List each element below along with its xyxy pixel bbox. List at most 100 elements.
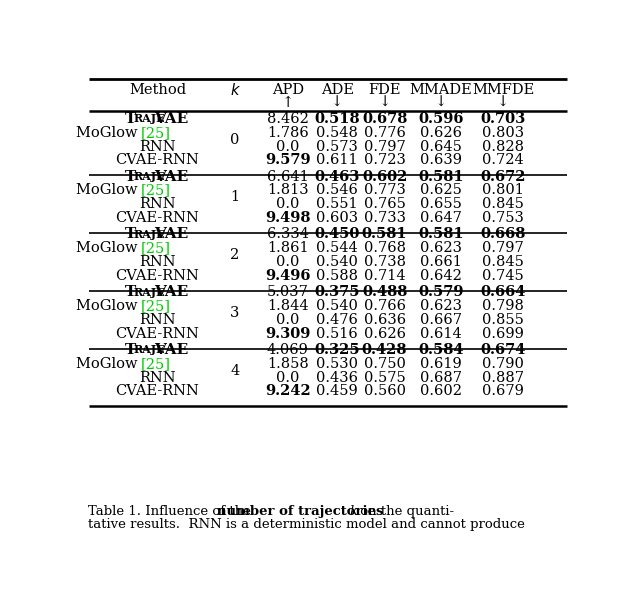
Text: VAE: VAE [154, 169, 189, 183]
Text: 0.639: 0.639 [420, 154, 462, 168]
Text: 0.325: 0.325 [314, 343, 360, 357]
Text: [25]: [25] [140, 183, 170, 197]
Text: ↓: ↓ [435, 96, 447, 110]
Text: 0.636: 0.636 [364, 313, 406, 327]
Text: 0.463: 0.463 [315, 169, 360, 183]
Text: 8.462: 8.462 [267, 112, 308, 126]
Text: 0.619: 0.619 [420, 357, 462, 371]
Text: RNN: RNN [139, 140, 176, 154]
Text: 0.703: 0.703 [481, 112, 526, 126]
Text: 0.544: 0.544 [316, 241, 358, 255]
Text: 0.0: 0.0 [276, 140, 300, 154]
Text: 1.844: 1.844 [267, 299, 308, 313]
Text: RAJE: RAJE [134, 171, 165, 182]
Text: 0.645: 0.645 [420, 140, 462, 154]
Text: on the quanti-: on the quanti- [356, 505, 454, 518]
Text: 0.588: 0.588 [316, 269, 358, 283]
Text: MoGlow: MoGlow [76, 126, 140, 140]
Text: 0.581: 0.581 [419, 169, 464, 183]
Text: 0.602: 0.602 [362, 169, 407, 183]
Text: APD: APD [271, 82, 304, 97]
Text: 0.540: 0.540 [316, 299, 358, 313]
Text: 9.496: 9.496 [265, 269, 310, 283]
Text: 0.602: 0.602 [420, 384, 462, 398]
Text: 0.436: 0.436 [316, 370, 358, 385]
Text: MoGlow: MoGlow [76, 299, 140, 313]
Text: 0.845: 0.845 [482, 255, 524, 269]
Text: VAE: VAE [154, 285, 189, 299]
Text: CVAE-RNN: CVAE-RNN [116, 211, 200, 225]
Text: tative results.  RNN is a deterministic model and cannot produce: tative results. RNN is a deterministic m… [88, 518, 525, 531]
Text: [25]: [25] [140, 357, 170, 371]
Text: 0.855: 0.855 [482, 313, 524, 327]
Text: 0.0: 0.0 [276, 370, 300, 385]
Text: 0.623: 0.623 [420, 241, 462, 255]
Text: 0.765: 0.765 [364, 197, 406, 211]
Text: 0.766: 0.766 [364, 299, 406, 313]
Text: 0.560: 0.560 [364, 384, 406, 398]
Text: 0.575: 0.575 [364, 370, 406, 385]
Text: VAE: VAE [154, 343, 189, 357]
Text: 0.679: 0.679 [482, 384, 524, 398]
Text: CVAE-RNN: CVAE-RNN [116, 384, 200, 398]
Text: 0.614: 0.614 [420, 327, 462, 341]
Text: 1: 1 [230, 191, 239, 204]
Text: RNN: RNN [139, 313, 176, 327]
Text: 0.738: 0.738 [364, 255, 406, 269]
Text: 0.803: 0.803 [482, 126, 524, 140]
Text: 6.641: 6.641 [267, 169, 308, 183]
Text: 0.776: 0.776 [364, 126, 406, 140]
Text: 0.798: 0.798 [482, 299, 524, 313]
Text: 0.724: 0.724 [483, 154, 524, 168]
Text: 6.334: 6.334 [267, 227, 308, 241]
Text: MMFDE: MMFDE [472, 82, 534, 97]
Text: 0.647: 0.647 [420, 211, 462, 225]
Text: 9.242: 9.242 [265, 384, 310, 398]
Text: 0.768: 0.768 [364, 241, 406, 255]
Text: MMADE: MMADE [410, 82, 472, 97]
Text: RAJE: RAJE [134, 344, 165, 355]
Text: CVAE-RNN: CVAE-RNN [116, 327, 200, 341]
Text: 0.0: 0.0 [276, 255, 300, 269]
Text: 0.488: 0.488 [362, 285, 407, 299]
Text: 0.828: 0.828 [482, 140, 524, 154]
Text: 0.745: 0.745 [483, 269, 524, 283]
Text: 0.375: 0.375 [314, 285, 360, 299]
Text: 0.750: 0.750 [364, 357, 406, 371]
Text: 9.498: 9.498 [265, 211, 310, 225]
Text: 0.611: 0.611 [317, 154, 358, 168]
Text: 0.579: 0.579 [419, 285, 464, 299]
Text: 0.518: 0.518 [314, 112, 360, 126]
Text: 0.0: 0.0 [276, 313, 300, 327]
Text: 0.790: 0.790 [482, 357, 524, 371]
Text: VAE: VAE [154, 112, 189, 126]
Text: 0.626: 0.626 [420, 126, 462, 140]
Text: FDE: FDE [369, 82, 401, 97]
Text: number of trajectories: number of trajectories [217, 505, 384, 518]
Text: ADE: ADE [321, 82, 354, 97]
Text: [25]: [25] [140, 126, 170, 140]
Text: 0.887: 0.887 [482, 370, 524, 385]
Text: 1.861: 1.861 [267, 241, 308, 255]
Text: 1.813: 1.813 [267, 183, 308, 197]
Text: 0.797: 0.797 [364, 140, 406, 154]
Text: ↓: ↓ [378, 96, 390, 110]
Text: Method: Method [129, 82, 186, 97]
Text: 9.309: 9.309 [265, 327, 310, 341]
Text: 0.573: 0.573 [316, 140, 358, 154]
Text: 0.674: 0.674 [481, 343, 526, 357]
Text: 5.037: 5.037 [267, 285, 308, 299]
Text: 0.516: 0.516 [316, 327, 358, 341]
Text: 0.530: 0.530 [316, 357, 358, 371]
Text: ↓: ↓ [497, 96, 509, 110]
Text: 1.786: 1.786 [267, 126, 308, 140]
Text: ↓: ↓ [331, 96, 344, 110]
Text: 0.664: 0.664 [481, 285, 526, 299]
Text: [25]: [25] [140, 299, 170, 313]
Text: 0: 0 [230, 132, 240, 146]
Text: 0.428: 0.428 [362, 343, 407, 357]
Text: 0.450: 0.450 [315, 227, 360, 241]
Text: 0.733: 0.733 [364, 211, 406, 225]
Text: MoGlow: MoGlow [76, 183, 140, 197]
Text: 0.672: 0.672 [481, 169, 526, 183]
